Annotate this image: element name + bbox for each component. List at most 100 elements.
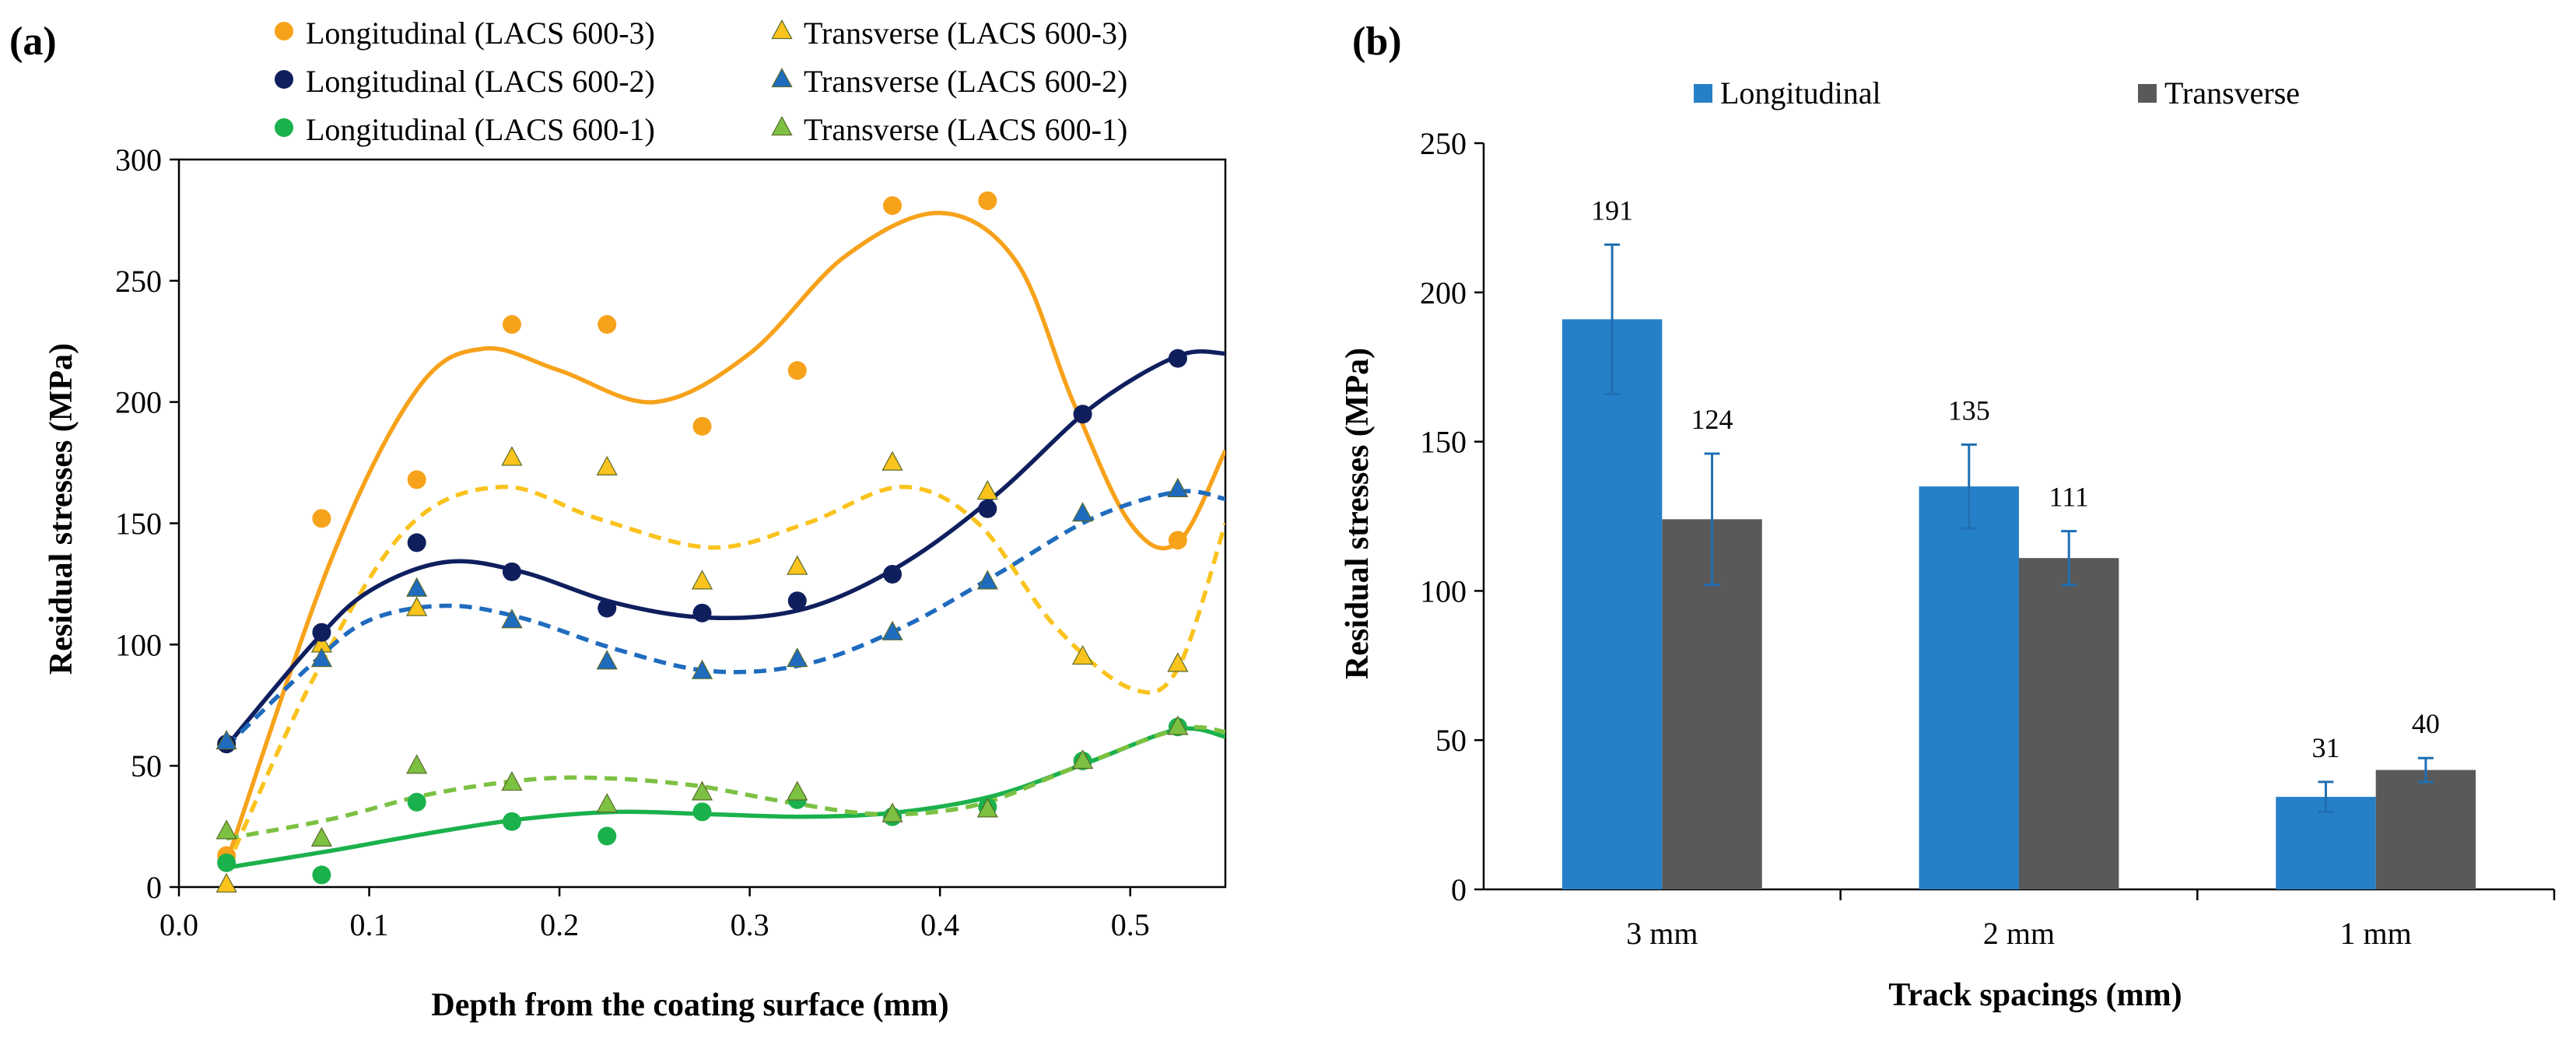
y-tick-label: 200 [1420,275,1467,310]
y-tick-label: 200 [115,385,162,420]
point-longitudinal-lacs-600-3 [1168,531,1187,550]
legend-label-transverse-lacs-600-2: Transverse (LACS 600-2) [804,64,1127,99]
data-label-transverse: 124 [1691,404,1733,435]
legend-marker-longitudinal-lacs-600-1 [275,118,293,137]
point-transverse-lacs-600-2 [1167,477,1189,498]
point-longitudinal-lacs-600-2 [1073,405,1092,424]
point-transverse-lacs-600-3 [406,596,428,616]
point-longitudinal-lacs-600-2 [978,499,997,518]
legend-marker-transverse-lacs-600-2 [771,68,793,88]
point-transverse-lacs-600-2 [216,730,237,750]
data-label-longitudinal: 31 [2311,732,2339,763]
point-transverse-lacs-600-2 [406,577,428,597]
point-transverse-lacs-600-1 [691,780,713,801]
point-transverse-lacs-600-1 [310,826,333,847]
point-transverse-lacs-600-3 [976,480,998,500]
point-longitudinal-lacs-600-3 [692,416,712,436]
x-tick-label: 3 mm [1626,916,1698,951]
bar-longitudinal [1919,486,2019,889]
point-transverse-lacs-600-3 [787,555,808,575]
x-tick-label: 0.2 [540,907,579,942]
point-longitudinal-lacs-600-3 [978,191,997,210]
point-longitudinal-lacs-600-2 [692,603,712,622]
point-transverse-lacs-600-1 [1167,715,1189,735]
panel-b: (b) Longitudinal Transverse 0 50 100 150 200 2… [1340,19,2556,1013]
point-transverse-lacs-600-1 [787,780,808,801]
x-tick-label: 0.5 [1111,907,1150,942]
panel-b-y-axis-label: Residual stresses (MPa) [1340,348,1376,679]
point-transverse-lacs-600-2 [691,659,713,679]
y-tick-label: 0 [146,870,162,905]
x-tick-label: 0.4 [920,907,959,942]
x-tick-label: 0.1 [350,907,389,942]
point-longitudinal-lacs-600-2 [312,622,331,642]
panel-b-label: (b) [1352,19,1402,64]
point-longitudinal-lacs-600-1 [598,826,617,846]
point-transverse-lacs-600-1 [976,798,998,818]
point-transverse-lacs-600-3 [1167,652,1189,672]
panel-b-legend: Longitudinal Transverse [1694,75,2300,110]
x-tick-label: 2 mm [1983,916,2055,951]
point-transverse-lacs-600-2 [596,650,618,670]
legend-label-transverse-lacs-600-3: Transverse (LACS 600-3) [804,16,1127,51]
y-tick-label: 100 [1420,573,1467,608]
panel-a-y-axis-label: Residual stresses (MPa) [44,343,79,675]
point-longitudinal-lacs-600-2 [407,533,426,552]
point-transverse-lacs-600-1 [216,819,237,840]
panel-b-bars: 191 124 135 111 31 40 [1561,195,2476,890]
point-longitudinal-lacs-600-1 [217,853,237,872]
legend-swatch-transverse [2138,84,2157,103]
point-transverse-lacs-600-3 [216,872,237,893]
legend-marker-longitudinal-lacs-600-2 [275,70,293,89]
panel-a-plot-frame [177,158,1227,889]
legend-label-transverse: Transverse [2164,75,2300,110]
legend-label-longitudinal-lacs-600-3: Longitudinal (LACS 600-3) [306,16,655,51]
point-longitudinal-lacs-600-1 [312,865,331,885]
y-tick-label: 150 [1420,425,1467,460]
fit-curve-longitudinal-lacs-600-3 [224,210,1225,864]
point-longitudinal-lacs-600-2 [883,564,902,584]
point-longitudinal-lacs-600-3 [312,509,331,528]
y-tick-label: 0 [1451,872,1467,907]
bar-transverse [2019,558,2119,889]
data-label-transverse: 111 [2049,482,2089,513]
point-transverse-lacs-600-2 [1071,502,1094,522]
panel-a-label: (a) [9,19,57,64]
point-longitudinal-lacs-600-3 [787,361,807,380]
point-longitudinal-lacs-600-2 [1168,349,1187,368]
point-transverse-lacs-600-1 [1071,749,1094,770]
bar-longitudinal [1561,319,1663,890]
y-tick-label: 50 [131,749,162,784]
fit-curve-transverse-lacs-600-1 [226,724,1225,841]
data-label-longitudinal: 135 [1948,395,1990,426]
legend-marker-transverse-lacs-600-1 [771,116,793,136]
point-longitudinal-lacs-600-3 [407,470,426,489]
point-transverse-lacs-600-1 [596,793,618,813]
panel-a-x-axis-label: Depth from the coating surface (mm) [431,987,948,1023]
panel-b-x-axis-label: Track spacings (mm) [1888,977,2182,1013]
point-transverse-lacs-600-2 [976,570,998,590]
y-tick-label: 250 [115,264,162,299]
bar-transverse [2375,770,2476,889]
point-transverse-lacs-600-2 [501,608,523,629]
point-transverse-lacs-600-3 [1071,644,1094,665]
panel-a-axes: 0 50 100 150 200 250 300 0.0 0.1 0.2 0.3 0.4 0.5 [115,142,1227,942]
point-transverse-lacs-600-3 [691,570,713,590]
point-longitudinal-lacs-600-3 [598,314,617,334]
y-tick-label: 250 [1420,126,1467,161]
fit-curve-transverse-lacs-600-3 [224,485,1225,869]
legend-swatch-longitudinal [1694,84,1712,103]
legend-marker-transverse-lacs-600-3 [771,19,793,40]
legend-label-longitudinal-lacs-600-1: Longitudinal (LACS 600-1) [306,112,655,147]
point-transverse-lacs-600-1 [501,771,523,791]
fit-curve-transverse-lacs-600-2 [225,489,1225,749]
panel-a-legend: Longitudinal (LACS 600-3) Transverse (LAC… [275,16,1127,147]
point-transverse-lacs-600-2 [310,647,333,668]
legend-marker-longitudinal-lacs-600-3 [275,22,293,40]
point-longitudinal-lacs-600-3 [883,196,902,216]
panel-a: (a) Longitudinal (LACS 600-3) Transverse … [9,16,1227,1023]
y-tick-label: 150 [115,507,162,542]
x-tick-label: 0.0 [159,907,198,942]
point-longitudinal-lacs-600-2 [598,598,617,618]
point-transverse-lacs-600-3 [596,455,618,475]
